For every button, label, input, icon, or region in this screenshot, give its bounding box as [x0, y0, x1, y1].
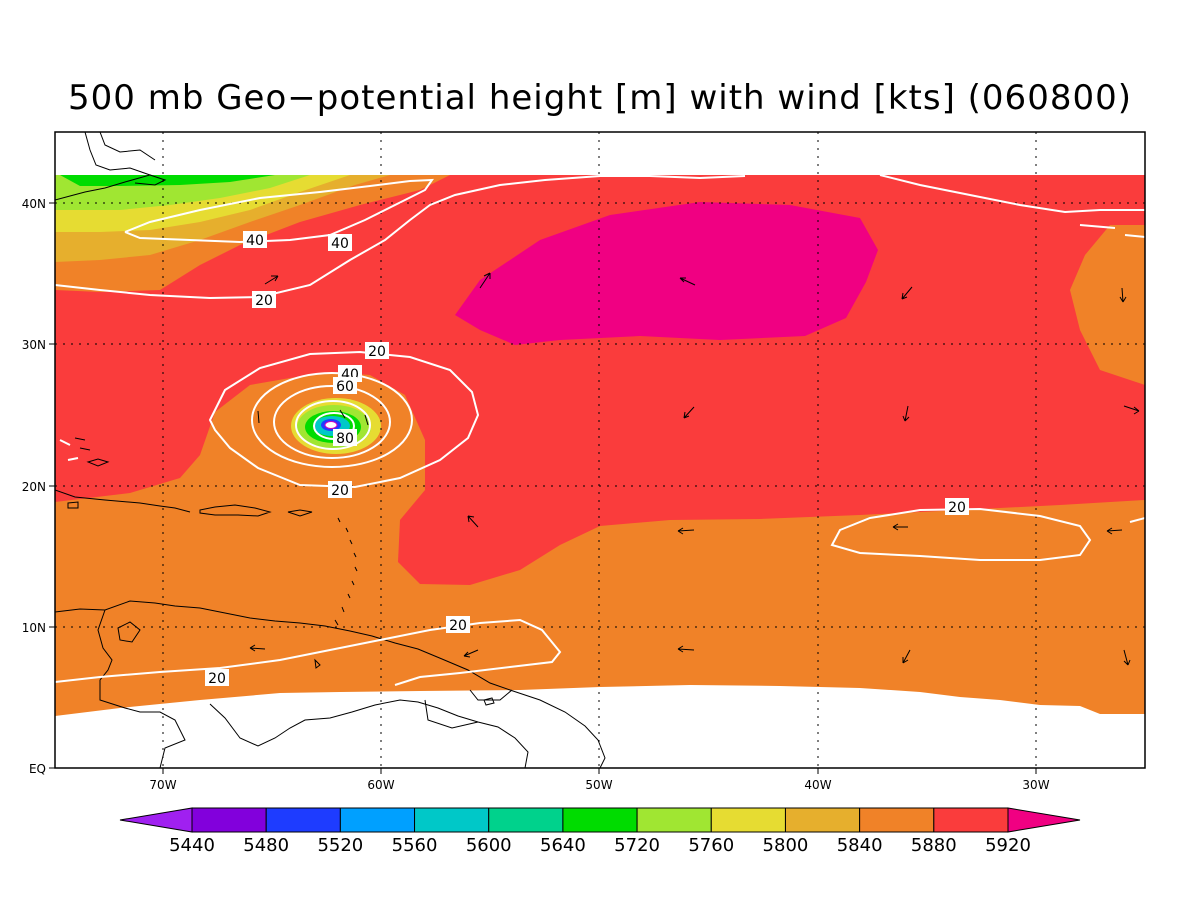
- color-bar-label: 5800: [763, 835, 809, 856]
- color-bar-low-arrow: [119, 807, 193, 833]
- lon-label: 50W: [585, 778, 612, 792]
- color-bar: 5440 5480 5520 5560 5600 5640 5720 5760 5800 5840…: [119, 807, 1081, 856]
- color-bar-swatch: [265, 807, 341, 833]
- color-bar-label: 5600: [466, 835, 512, 856]
- color-bar-label: 5720: [614, 835, 660, 856]
- lat-label: 10N: [22, 621, 46, 635]
- lat-label: 20N: [22, 480, 46, 494]
- lon-label: 60W: [367, 778, 394, 792]
- color-bar-label: 5880: [911, 835, 957, 856]
- color-bar-swatch: [859, 807, 935, 833]
- color-bar-label: 5560: [392, 835, 438, 856]
- plot-frame: [54, 131, 1146, 769]
- color-bar-swatch: [339, 807, 416, 833]
- lat-label: EQ: [29, 762, 46, 776]
- color-bar-label: 5840: [837, 835, 883, 856]
- contour-label: 20: [208, 671, 226, 687]
- wind-speed-contours: [55, 174, 1145, 686]
- color-bar-swatch: [414, 807, 490, 833]
- color-bar-label: 5640: [540, 835, 586, 856]
- color-bar-label: 5480: [243, 835, 289, 856]
- contour-label: 80: [336, 431, 354, 447]
- lon-label: 40W: [804, 778, 831, 792]
- longitude-axis: 70W 60W 50W 40W 30W: [149, 768, 1050, 792]
- coastlines: [55, 132, 606, 768]
- color-bar-label: 5760: [688, 835, 734, 856]
- lat-label: 40N: [22, 197, 46, 211]
- color-bar-high-arrow: [1007, 807, 1081, 833]
- contour-label: 60: [336, 379, 354, 395]
- height-field: [55, 175, 1145, 716]
- contour-label: 20: [255, 293, 273, 309]
- wind-vectors: [249, 272, 1140, 666]
- contour-label: 20: [368, 344, 386, 360]
- contour-label: 20: [948, 500, 966, 516]
- color-bar-label: 5520: [317, 835, 363, 856]
- color-bar-label: 5920: [985, 835, 1031, 856]
- map-title: 500 mb Geo−potential height [m] with win…: [68, 78, 1132, 118]
- lon-label: 30W: [1022, 778, 1049, 792]
- color-bar-label: 5440: [169, 835, 215, 856]
- color-bar-swatch: [933, 807, 1009, 833]
- lat-label: 30N: [22, 338, 46, 352]
- contour-label: 20: [331, 483, 349, 499]
- color-bar-swatch: [488, 807, 564, 833]
- contour-labels: 40 40 20 20 40 60 80 20 20 20 20: [205, 231, 969, 687]
- contour-label: 40: [246, 233, 264, 249]
- color-bar-swatch: [710, 807, 786, 833]
- lon-label: 70W: [149, 778, 176, 792]
- color-bar-swatch: [562, 807, 638, 833]
- color-bar-swatch: [784, 807, 861, 833]
- latitude-axis: 40N 30N 20N 10N EQ: [22, 197, 55, 776]
- contour-label: 40: [331, 236, 349, 252]
- contour-label: 20: [449, 618, 467, 634]
- color-bar-swatch: [636, 807, 712, 833]
- color-bar-swatch: [191, 807, 267, 833]
